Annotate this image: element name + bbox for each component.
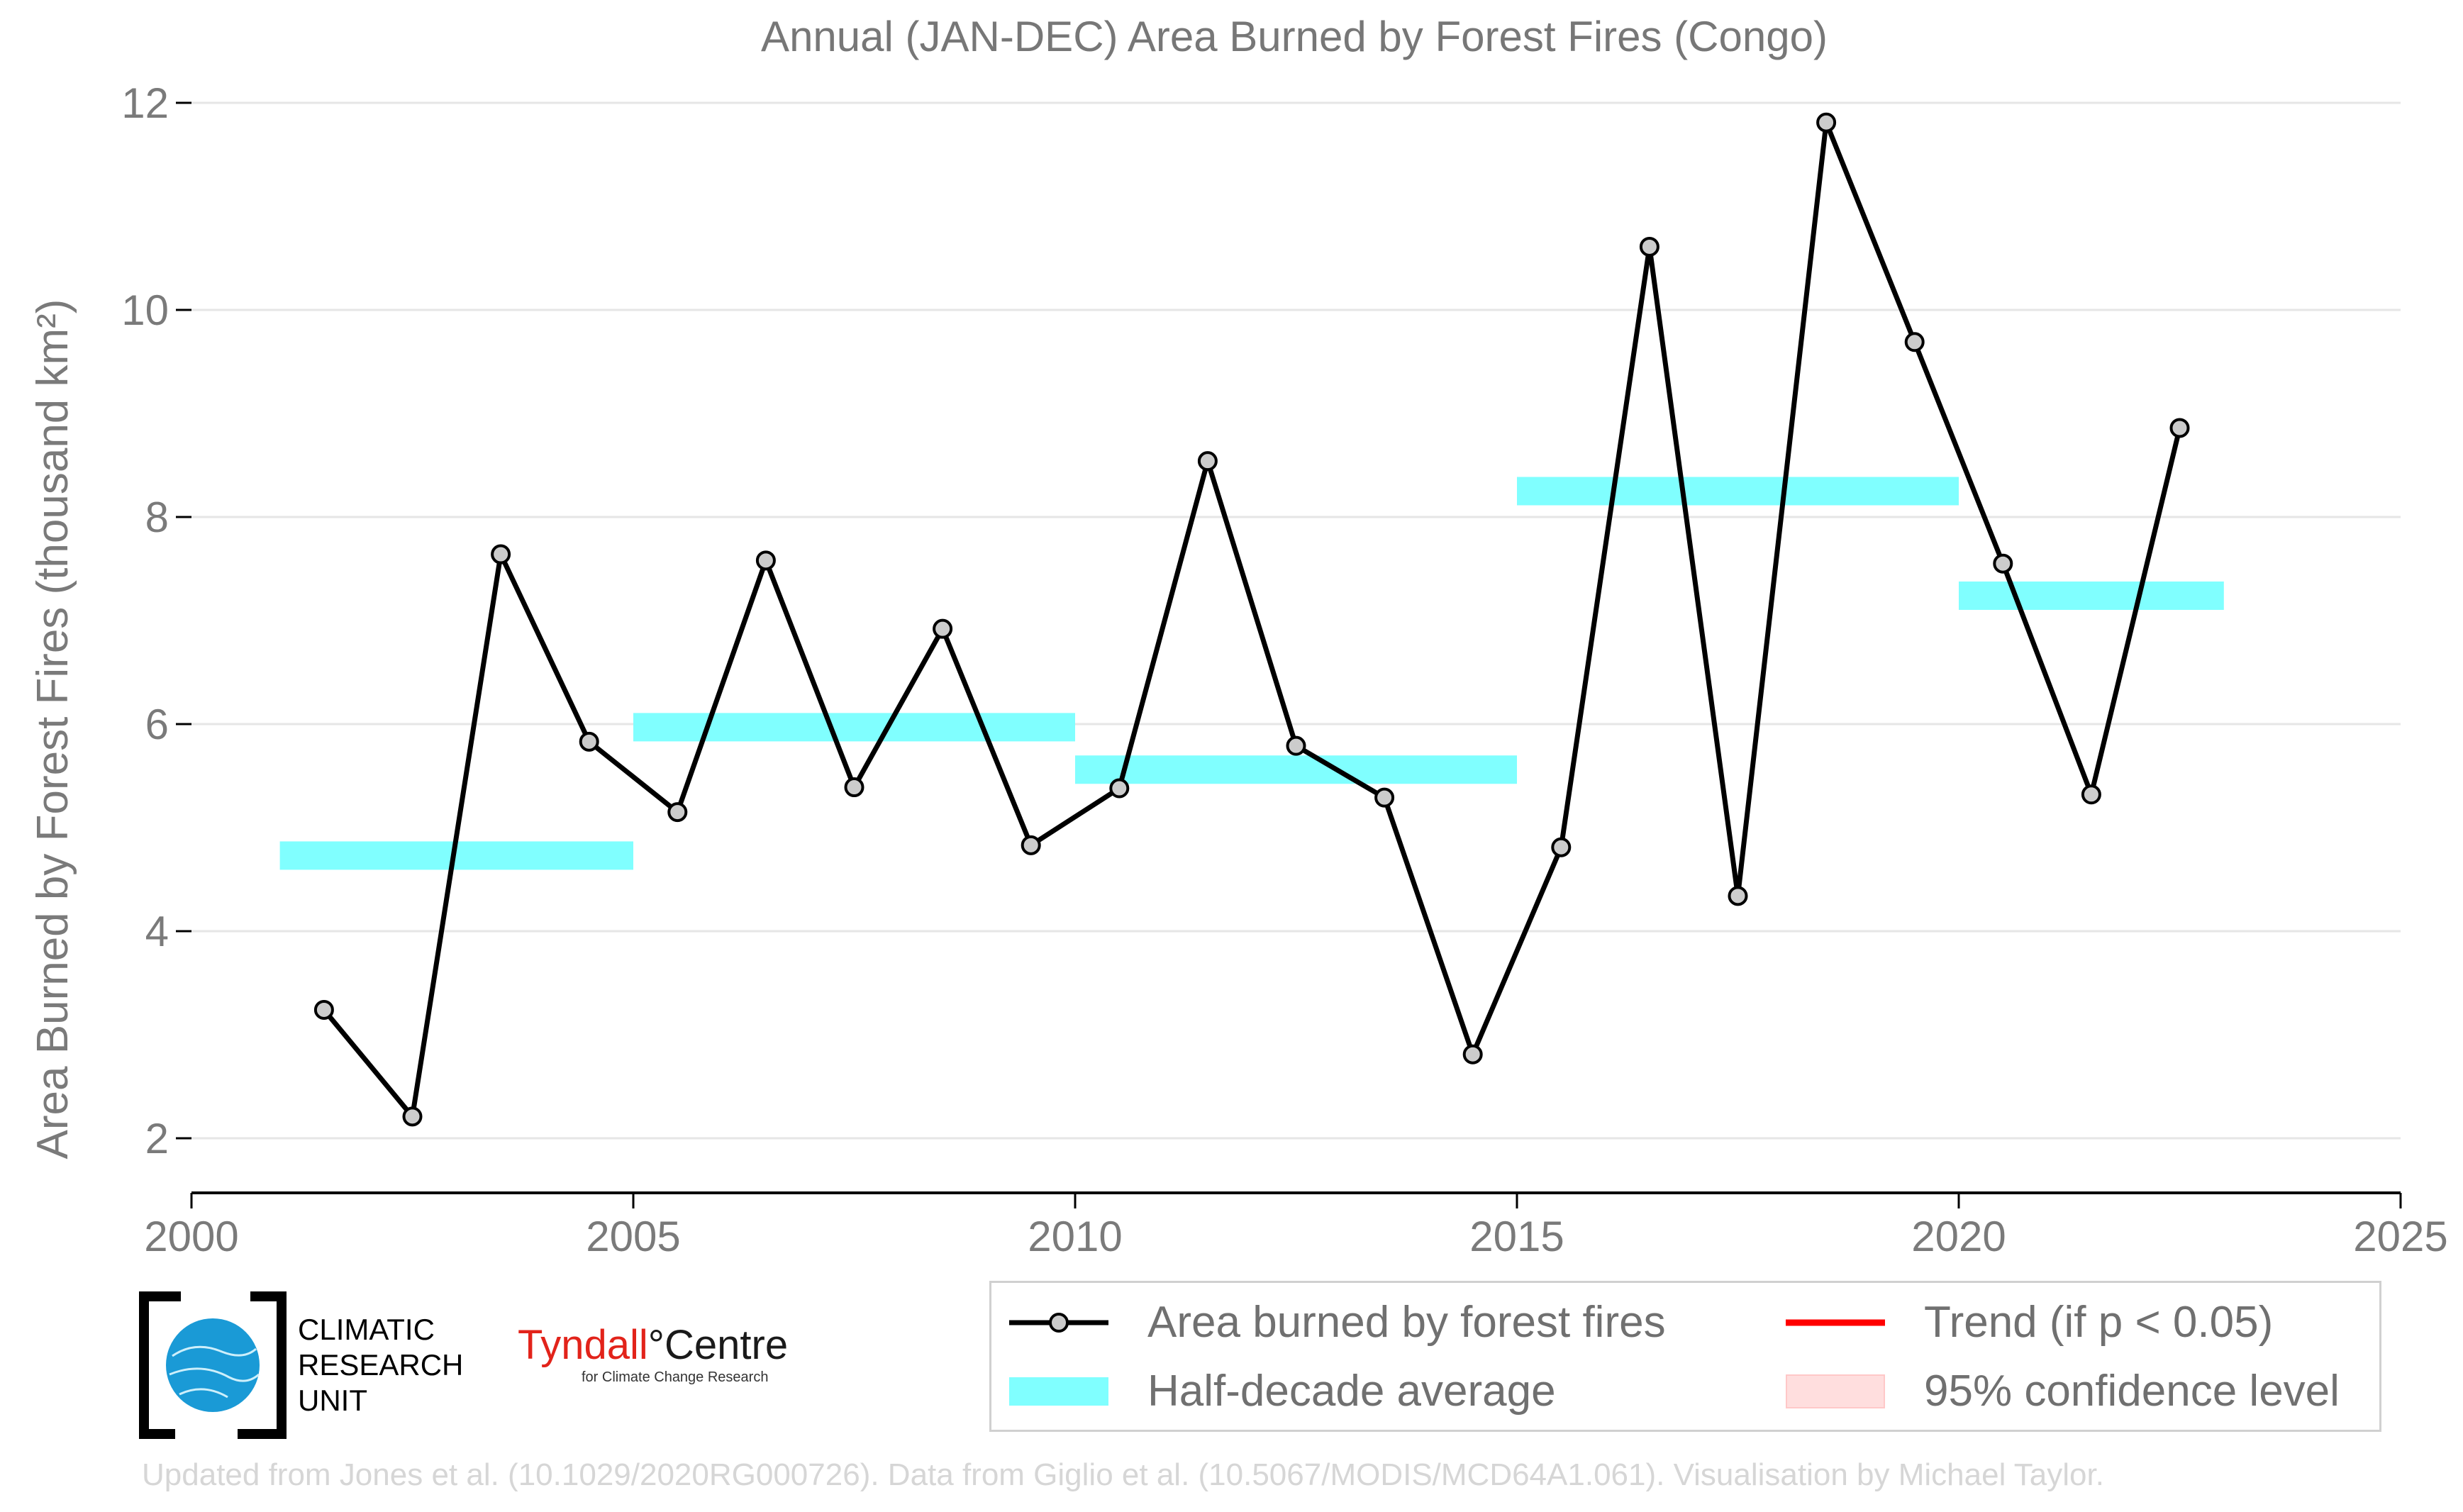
legend-label-area-burned: Area burned by forest fires xyxy=(1147,1298,1666,1347)
legend-label-confidence: 95% confidence level xyxy=(1924,1367,2340,1416)
data-point xyxy=(1286,735,1306,756)
grid-lines xyxy=(191,101,2401,1140)
half-decade-average-bar xyxy=(633,713,1075,742)
legend: Area burned by forest fires Trend (if p … xyxy=(989,1281,2381,1432)
y-tick-label: 2 xyxy=(145,1115,169,1162)
series-area-burned xyxy=(313,112,2190,1127)
tyndall-subtitle: for Climate Change Research xyxy=(582,1369,769,1385)
data-point xyxy=(1816,112,1837,133)
data-point xyxy=(1993,553,2013,574)
data-point xyxy=(667,802,688,823)
data-point xyxy=(1197,451,1218,472)
tyndall-logo: Tyndall°Centre for Climate Change Resear… xyxy=(518,1322,789,1386)
cru-line-2: RESEARCH xyxy=(298,1348,464,1382)
legend-label-trend: Trend (if p < 0.05) xyxy=(1924,1298,2274,1347)
x-tick-label: 2015 xyxy=(1469,1213,1564,1260)
y-tick-label: 10 xyxy=(121,287,169,334)
legend-swatch-trend xyxy=(1786,1319,1885,1325)
data-point xyxy=(1551,837,1572,857)
data-point xyxy=(844,777,864,798)
data-point xyxy=(1021,835,1041,855)
tyndall-degree: ° xyxy=(647,1322,665,1368)
half-decade-average-bar xyxy=(1517,477,1959,506)
legend-item-confidence: 95% confidence level xyxy=(1786,1366,2340,1416)
credit-line: Updated from Jones et al. (10.1029/2020R… xyxy=(142,1457,2104,1492)
data-point xyxy=(755,550,776,571)
y-tick-label: 4 xyxy=(145,908,169,955)
data-point xyxy=(1109,778,1130,799)
x-axis: 2000 2005 2010 2015 2020 2025 xyxy=(144,1191,2448,1260)
data-point xyxy=(491,544,511,565)
x-tick-label: 2020 xyxy=(1911,1213,2006,1260)
data-point xyxy=(1374,787,1395,808)
data-point xyxy=(933,618,953,639)
series-line xyxy=(322,120,2182,1119)
y-axis-label: Area Burned by Forest Fires (thousand km… xyxy=(28,299,77,1160)
data-point xyxy=(2169,418,2190,438)
legend-item-area-burned: Area burned by forest fires xyxy=(1009,1297,1666,1347)
y-tick-label: 6 xyxy=(145,701,169,748)
legend-swatch-half-decade xyxy=(1009,1377,1108,1406)
logo-area: CLIMATIC RESEARCH UNIT Tyndall°Centre fo… xyxy=(138,1291,847,1443)
legend-swatch-line-marker xyxy=(1009,1312,1108,1333)
cru-line-1: CLIMATIC xyxy=(298,1313,435,1346)
data-point xyxy=(402,1106,423,1127)
y-axis: 2 4 6 8 10 12 xyxy=(121,79,191,1162)
legend-swatch-confidence xyxy=(1786,1374,1885,1408)
legend-label-half-decade: Half-decade average xyxy=(1147,1367,1556,1416)
chart-title: Annual (JAN-DEC) Area Burned by Forest F… xyxy=(761,13,1828,60)
x-tick-label: 2005 xyxy=(586,1213,680,1260)
data-point xyxy=(1639,236,1659,257)
x-tick-label: 2000 xyxy=(144,1213,238,1260)
tyndall-centre: Centre xyxy=(664,1322,789,1368)
half-decade-average-bar xyxy=(1075,755,1517,784)
data-point xyxy=(1462,1044,1483,1064)
half-decade-averages xyxy=(279,477,2224,870)
x-tick-label: 2010 xyxy=(1028,1213,1122,1260)
x-tick-label: 2025 xyxy=(2353,1213,2447,1260)
data-point xyxy=(1904,332,1925,352)
data-point xyxy=(313,999,334,1020)
data-point xyxy=(2081,784,2101,805)
cru-logo xyxy=(139,1291,287,1439)
cru-line-3: UNIT xyxy=(298,1384,367,1417)
y-tick-label: 8 xyxy=(145,494,169,541)
legend-item-half-decade: Half-decade average xyxy=(1009,1366,1556,1416)
data-point xyxy=(579,731,599,752)
half-decade-average-bar xyxy=(1959,581,2224,610)
data-point xyxy=(1728,886,1748,906)
legend-item-trend: Trend (if p < 0.05) xyxy=(1786,1297,2273,1347)
cru-logo-text: CLIMATIC RESEARCH UNIT xyxy=(298,1312,463,1418)
y-tick-label: 12 xyxy=(121,79,169,127)
tyndall-name: Tyndall xyxy=(518,1322,648,1368)
